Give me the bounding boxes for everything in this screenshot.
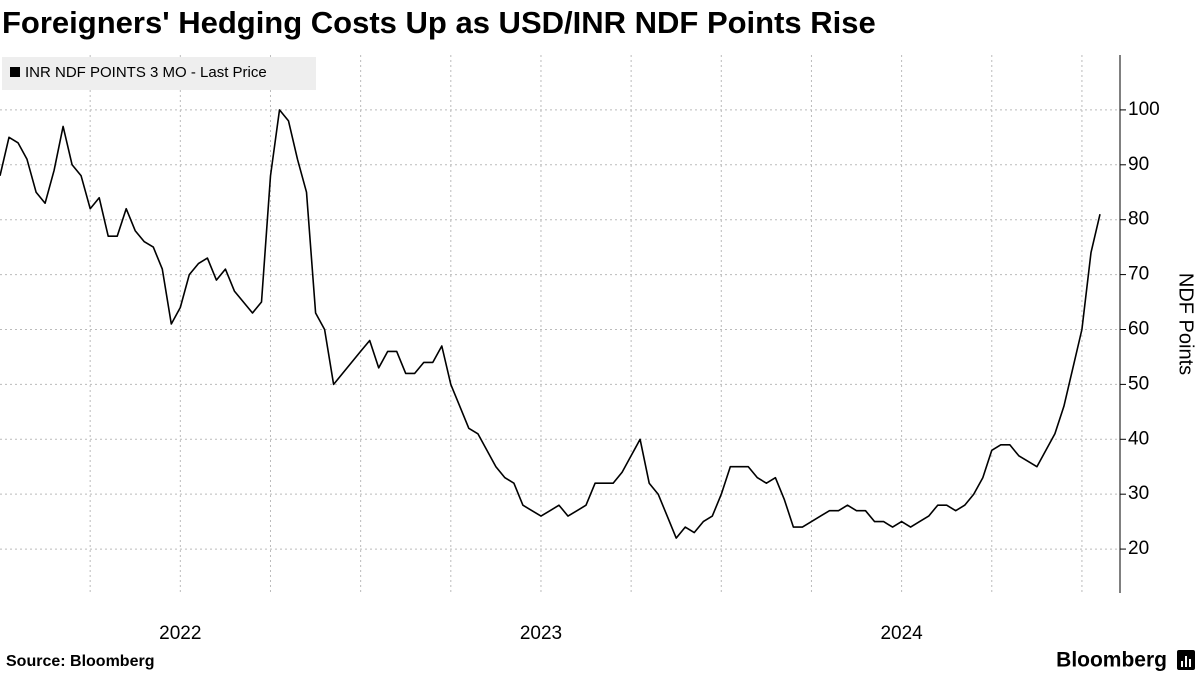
chart-title: Foreigners' Hedging Costs Up as USD/INR … bbox=[2, 5, 876, 40]
source: Source: Bloomberg bbox=[6, 653, 154, 670]
y-tick-label: 50 bbox=[1128, 373, 1149, 394]
y-tick-label: 40 bbox=[1128, 428, 1149, 449]
legend-label: INR NDF POINTS 3 MO - Last Price bbox=[25, 64, 267, 81]
y-tick-label: 100 bbox=[1128, 99, 1160, 120]
brand: Bloomberg bbox=[1056, 649, 1167, 672]
line-series bbox=[0, 109, 1101, 539]
legend-box bbox=[2, 57, 316, 90]
y-tick-label: 70 bbox=[1128, 264, 1149, 285]
x-tick-label: 2022 bbox=[159, 623, 201, 644]
y-tick-label: 90 bbox=[1128, 154, 1149, 175]
y-tick-label: 30 bbox=[1128, 483, 1149, 504]
y-tick-label: 80 bbox=[1128, 209, 1149, 230]
y-tick-label: 60 bbox=[1128, 319, 1149, 340]
y-axis-label: NDF Points bbox=[1175, 273, 1197, 375]
y-tick-label: 20 bbox=[1128, 538, 1149, 559]
x-tick-label: 2023 bbox=[520, 623, 562, 644]
legend: INR NDF POINTS 3 MO - Last Price bbox=[2, 57, 316, 90]
x-tick-label: 2024 bbox=[880, 623, 923, 644]
brand-icon bbox=[1177, 650, 1195, 670]
legend-swatch bbox=[10, 67, 20, 77]
